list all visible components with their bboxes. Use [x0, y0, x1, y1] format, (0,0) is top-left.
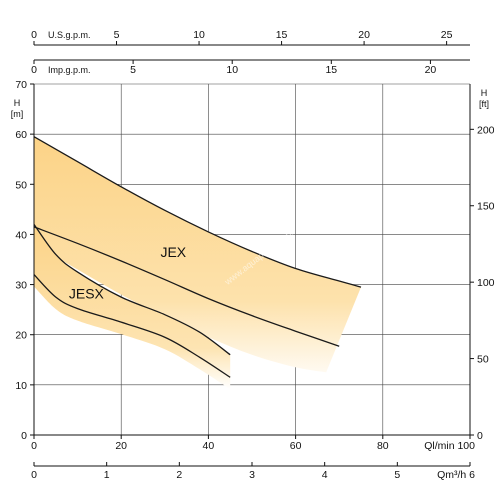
x-tick-label-lmin: 80 [377, 440, 389, 452]
y-unit-left-m: [m] [11, 109, 24, 119]
y-tick-label-left: 10 [15, 380, 27, 392]
y-tick-label-right: 100 [477, 277, 495, 289]
performance-bands [34, 136, 361, 390]
top-tick-label-us: 10 [193, 29, 205, 41]
y-tick-label-right: 50 [477, 354, 489, 366]
band-jex [34, 136, 361, 373]
top-tick-label-us: 25 [441, 29, 453, 41]
x-tick-label-lmin: 20 [115, 440, 127, 452]
x-tick-label-m3h: 5 [394, 469, 400, 481]
main-axes [30, 83, 474, 467]
y-tick-label-left: 50 [15, 179, 27, 191]
y-unit-right-ft: [ft] [479, 99, 489, 109]
x-unit-m3h: Qm³/h 6 [437, 469, 475, 481]
top-tick-label-us: 15 [276, 29, 288, 41]
x-tick-label-m3h: 3 [249, 469, 255, 481]
band-jesx [34, 224, 231, 390]
y-tick-label-left: 40 [15, 229, 27, 241]
top-tick-label-imp: 5 [130, 64, 136, 76]
top-tick-label-imp: 15 [325, 64, 337, 76]
x-tick-label-m3h: 2 [176, 469, 182, 481]
y-tick-label-left: 0 [21, 430, 27, 442]
curve-jesx-min [33, 274, 231, 378]
curve-jex-max [33, 136, 362, 288]
x-tick-label-m3h: 1 [104, 469, 110, 481]
y-tick-label-left: 20 [15, 330, 27, 342]
y-unit-right-h: H [481, 88, 488, 98]
y-tick-label-left: 60 [15, 129, 27, 141]
top-unit-us: U.S.g.p.m. [48, 30, 91, 40]
x-tick-label-lmin: 40 [203, 440, 215, 452]
top-tick-label-us: 0 [31, 29, 37, 41]
x-tick-label-lmin: 60 [290, 440, 302, 452]
curve-jex-mid [33, 226, 340, 347]
y-tick-label-right: 150 [477, 201, 495, 213]
x-tick-label-lmin: 0 [31, 440, 37, 452]
y-tick-label-right: 0 [477, 430, 483, 442]
top-tick-label-us: 5 [114, 29, 120, 41]
curve-jesx-max [33, 224, 231, 356]
x-tick-label-m3h: 4 [322, 469, 328, 481]
y-tick-label-left: 30 [15, 280, 27, 292]
top-unit-imp: Imp.g.p.m. [48, 65, 91, 75]
series-label-jesx: JESX [69, 286, 105, 302]
y-unit-left-h: H [14, 98, 21, 108]
top-tick-label-imp: 20 [425, 64, 437, 76]
top-tick-label-imp: 10 [226, 64, 238, 76]
top-axes: 0 5 10 15 20 25 U.S.g.p.m. 0 5 10 15 20 Imp.g.p.m. [31, 29, 470, 76]
y-tick-label-left: 70 [15, 79, 27, 91]
x-tick-label-m3h: 0 [31, 469, 37, 481]
y-tick-label-right: 200 [477, 124, 495, 136]
series-label-jex: JEX [160, 244, 186, 260]
top-tick-label-imp: 0 [31, 64, 37, 76]
x-unit-lmin: Ql/min 100 [424, 440, 475, 452]
top-tick-label-us: 20 [358, 29, 370, 41]
performance-curves [33, 136, 362, 378]
